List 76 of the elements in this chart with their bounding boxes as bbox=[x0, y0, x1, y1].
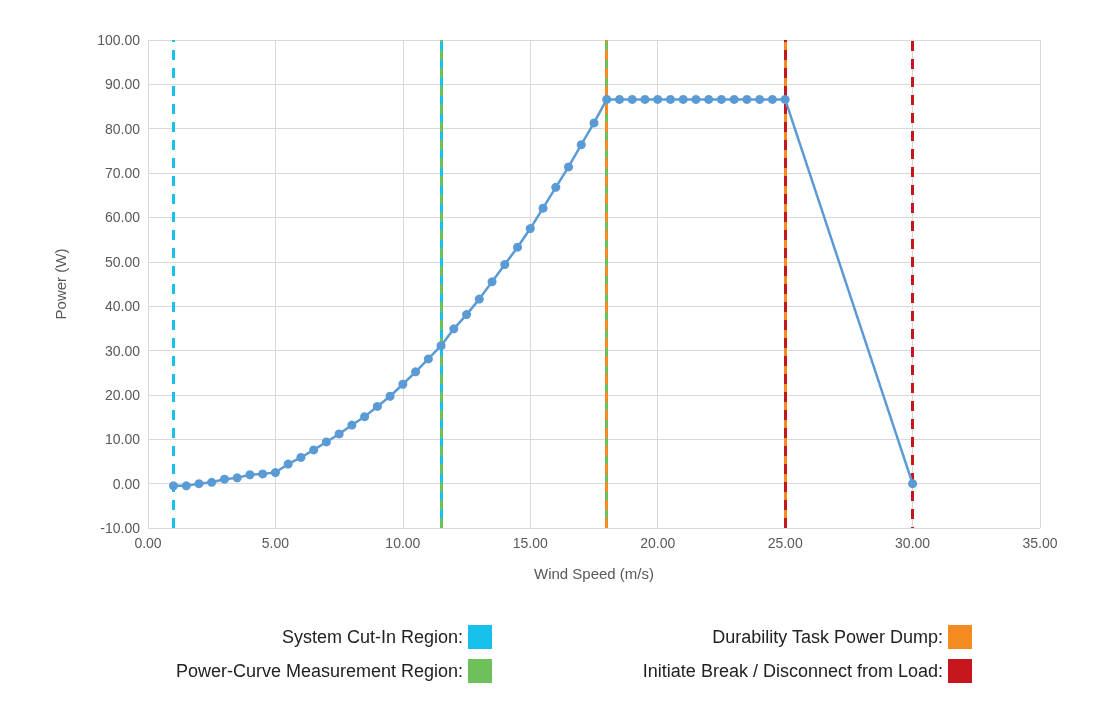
point bbox=[385, 391, 395, 401]
point bbox=[729, 94, 739, 104]
point bbox=[449, 324, 459, 334]
point bbox=[525, 224, 535, 234]
x-tick-label: 10.00 bbox=[385, 535, 421, 551]
y-tick-label: 20.00 bbox=[104, 386, 141, 403]
point bbox=[487, 277, 497, 287]
point bbox=[168, 481, 178, 491]
legend-label: Initiate Break / Disconnect from Load: bbox=[642, 661, 943, 681]
y-tick-label: 30.00 bbox=[104, 342, 141, 359]
point bbox=[678, 94, 688, 104]
y-tick-label: -10.00 bbox=[100, 520, 141, 536]
point bbox=[564, 162, 574, 172]
point bbox=[462, 310, 472, 320]
point bbox=[665, 94, 675, 104]
y-tick-label: 10.00 bbox=[104, 431, 141, 448]
point bbox=[500, 259, 510, 269]
x-tick-label: 0.00 bbox=[134, 535, 162, 551]
point bbox=[780, 94, 790, 104]
point bbox=[219, 474, 229, 484]
point bbox=[551, 182, 561, 192]
point bbox=[207, 477, 217, 487]
point bbox=[334, 429, 344, 439]
point bbox=[538, 203, 548, 213]
point bbox=[309, 445, 319, 455]
point bbox=[576, 140, 586, 150]
point bbox=[347, 420, 357, 430]
point bbox=[627, 94, 637, 104]
legend-label: Durability Task Power Dump: bbox=[712, 627, 943, 647]
legend-label: System Cut-In Region: bbox=[281, 627, 463, 647]
point bbox=[908, 479, 918, 489]
point bbox=[258, 469, 268, 479]
y-axis-title: Power (W) bbox=[52, 248, 69, 320]
x-axis-title: Wind Speed (m/s) bbox=[533, 565, 655, 582]
point bbox=[653, 94, 663, 104]
x-tick-label: 5.00 bbox=[261, 535, 290, 551]
y-tick-label: 40.00 bbox=[104, 298, 141, 315]
y-tick-label: 0.00 bbox=[112, 475, 141, 492]
point bbox=[513, 242, 523, 252]
x-tick-label: 35.00 bbox=[1022, 535, 1058, 551]
point bbox=[372, 401, 382, 411]
legend-label: Power-Curve Measurement Region: bbox=[175, 661, 463, 681]
x-tick-label: 25.00 bbox=[767, 535, 803, 551]
y-tick-label: 90.00 bbox=[104, 76, 141, 93]
point bbox=[270, 468, 280, 478]
point bbox=[181, 481, 191, 491]
point bbox=[602, 94, 612, 104]
point bbox=[296, 452, 306, 462]
point bbox=[411, 367, 421, 377]
point bbox=[640, 94, 650, 104]
point bbox=[704, 94, 714, 104]
y-tick-label: 100.00 bbox=[97, 32, 141, 48]
point bbox=[321, 437, 331, 447]
point bbox=[283, 459, 293, 469]
point bbox=[423, 354, 433, 364]
x-tick-label: 15.00 bbox=[512, 535, 549, 551]
point bbox=[589, 118, 599, 128]
point bbox=[194, 479, 204, 489]
point bbox=[360, 412, 370, 422]
y-tick-label: 60.00 bbox=[104, 209, 141, 226]
point bbox=[614, 94, 624, 104]
point bbox=[436, 341, 446, 351]
point bbox=[755, 94, 765, 104]
y-tick-label: 50.00 bbox=[104, 253, 141, 270]
point bbox=[398, 379, 408, 389]
y-tick-label: 80.00 bbox=[104, 120, 141, 137]
point bbox=[691, 94, 701, 104]
point bbox=[245, 470, 255, 480]
point bbox=[742, 94, 752, 104]
point bbox=[232, 473, 242, 483]
x-tick-label: 30.00 bbox=[895, 535, 931, 551]
x-tick-label: 20.00 bbox=[640, 535, 676, 551]
y-tick-label: 70.00 bbox=[104, 165, 141, 182]
point bbox=[767, 94, 777, 104]
point bbox=[716, 94, 726, 104]
point bbox=[474, 294, 484, 304]
